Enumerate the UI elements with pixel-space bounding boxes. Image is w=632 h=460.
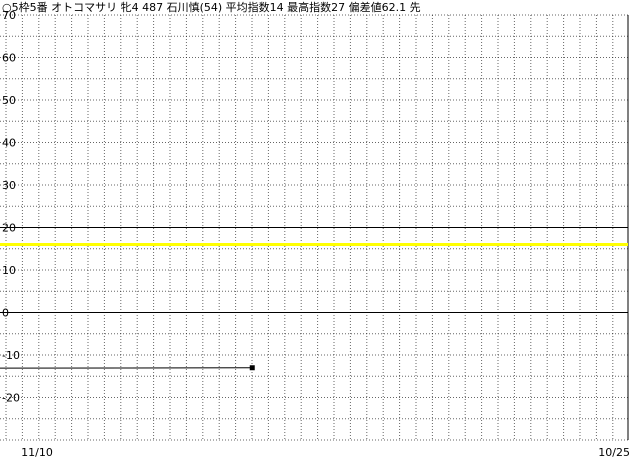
y-tick-label: 0 bbox=[2, 307, 9, 320]
y-tick-label: 30 bbox=[2, 179, 16, 192]
y-tick-label: 40 bbox=[2, 137, 16, 150]
y-tick-label: 70 bbox=[2, 9, 16, 22]
y-tick-label: 10 bbox=[2, 264, 16, 277]
chart-title: ○5枠5番 オトコマサリ 牝4 487 石川慎(54) 平均指数14 最高指数2… bbox=[2, 0, 421, 14]
y-axis: -20 -10 0 10 20 30 40 50 60 70 bbox=[2, 9, 20, 405]
average-series bbox=[0, 365, 255, 371]
y-tick-label: -20 bbox=[2, 392, 20, 405]
y-tick-label: 50 bbox=[2, 94, 16, 107]
y-tick-label: 20 bbox=[2, 222, 16, 235]
average-point bbox=[249, 365, 255, 371]
x-axis: 11/101/193/296/78/1610/25 bbox=[21, 446, 630, 459]
y-tick-label: 60 bbox=[2, 52, 16, 65]
x-tick-label: 10/25 bbox=[598, 446, 630, 459]
y-tick-label: -10 bbox=[2, 349, 20, 362]
x-tick-label: 11/10 bbox=[21, 446, 53, 459]
